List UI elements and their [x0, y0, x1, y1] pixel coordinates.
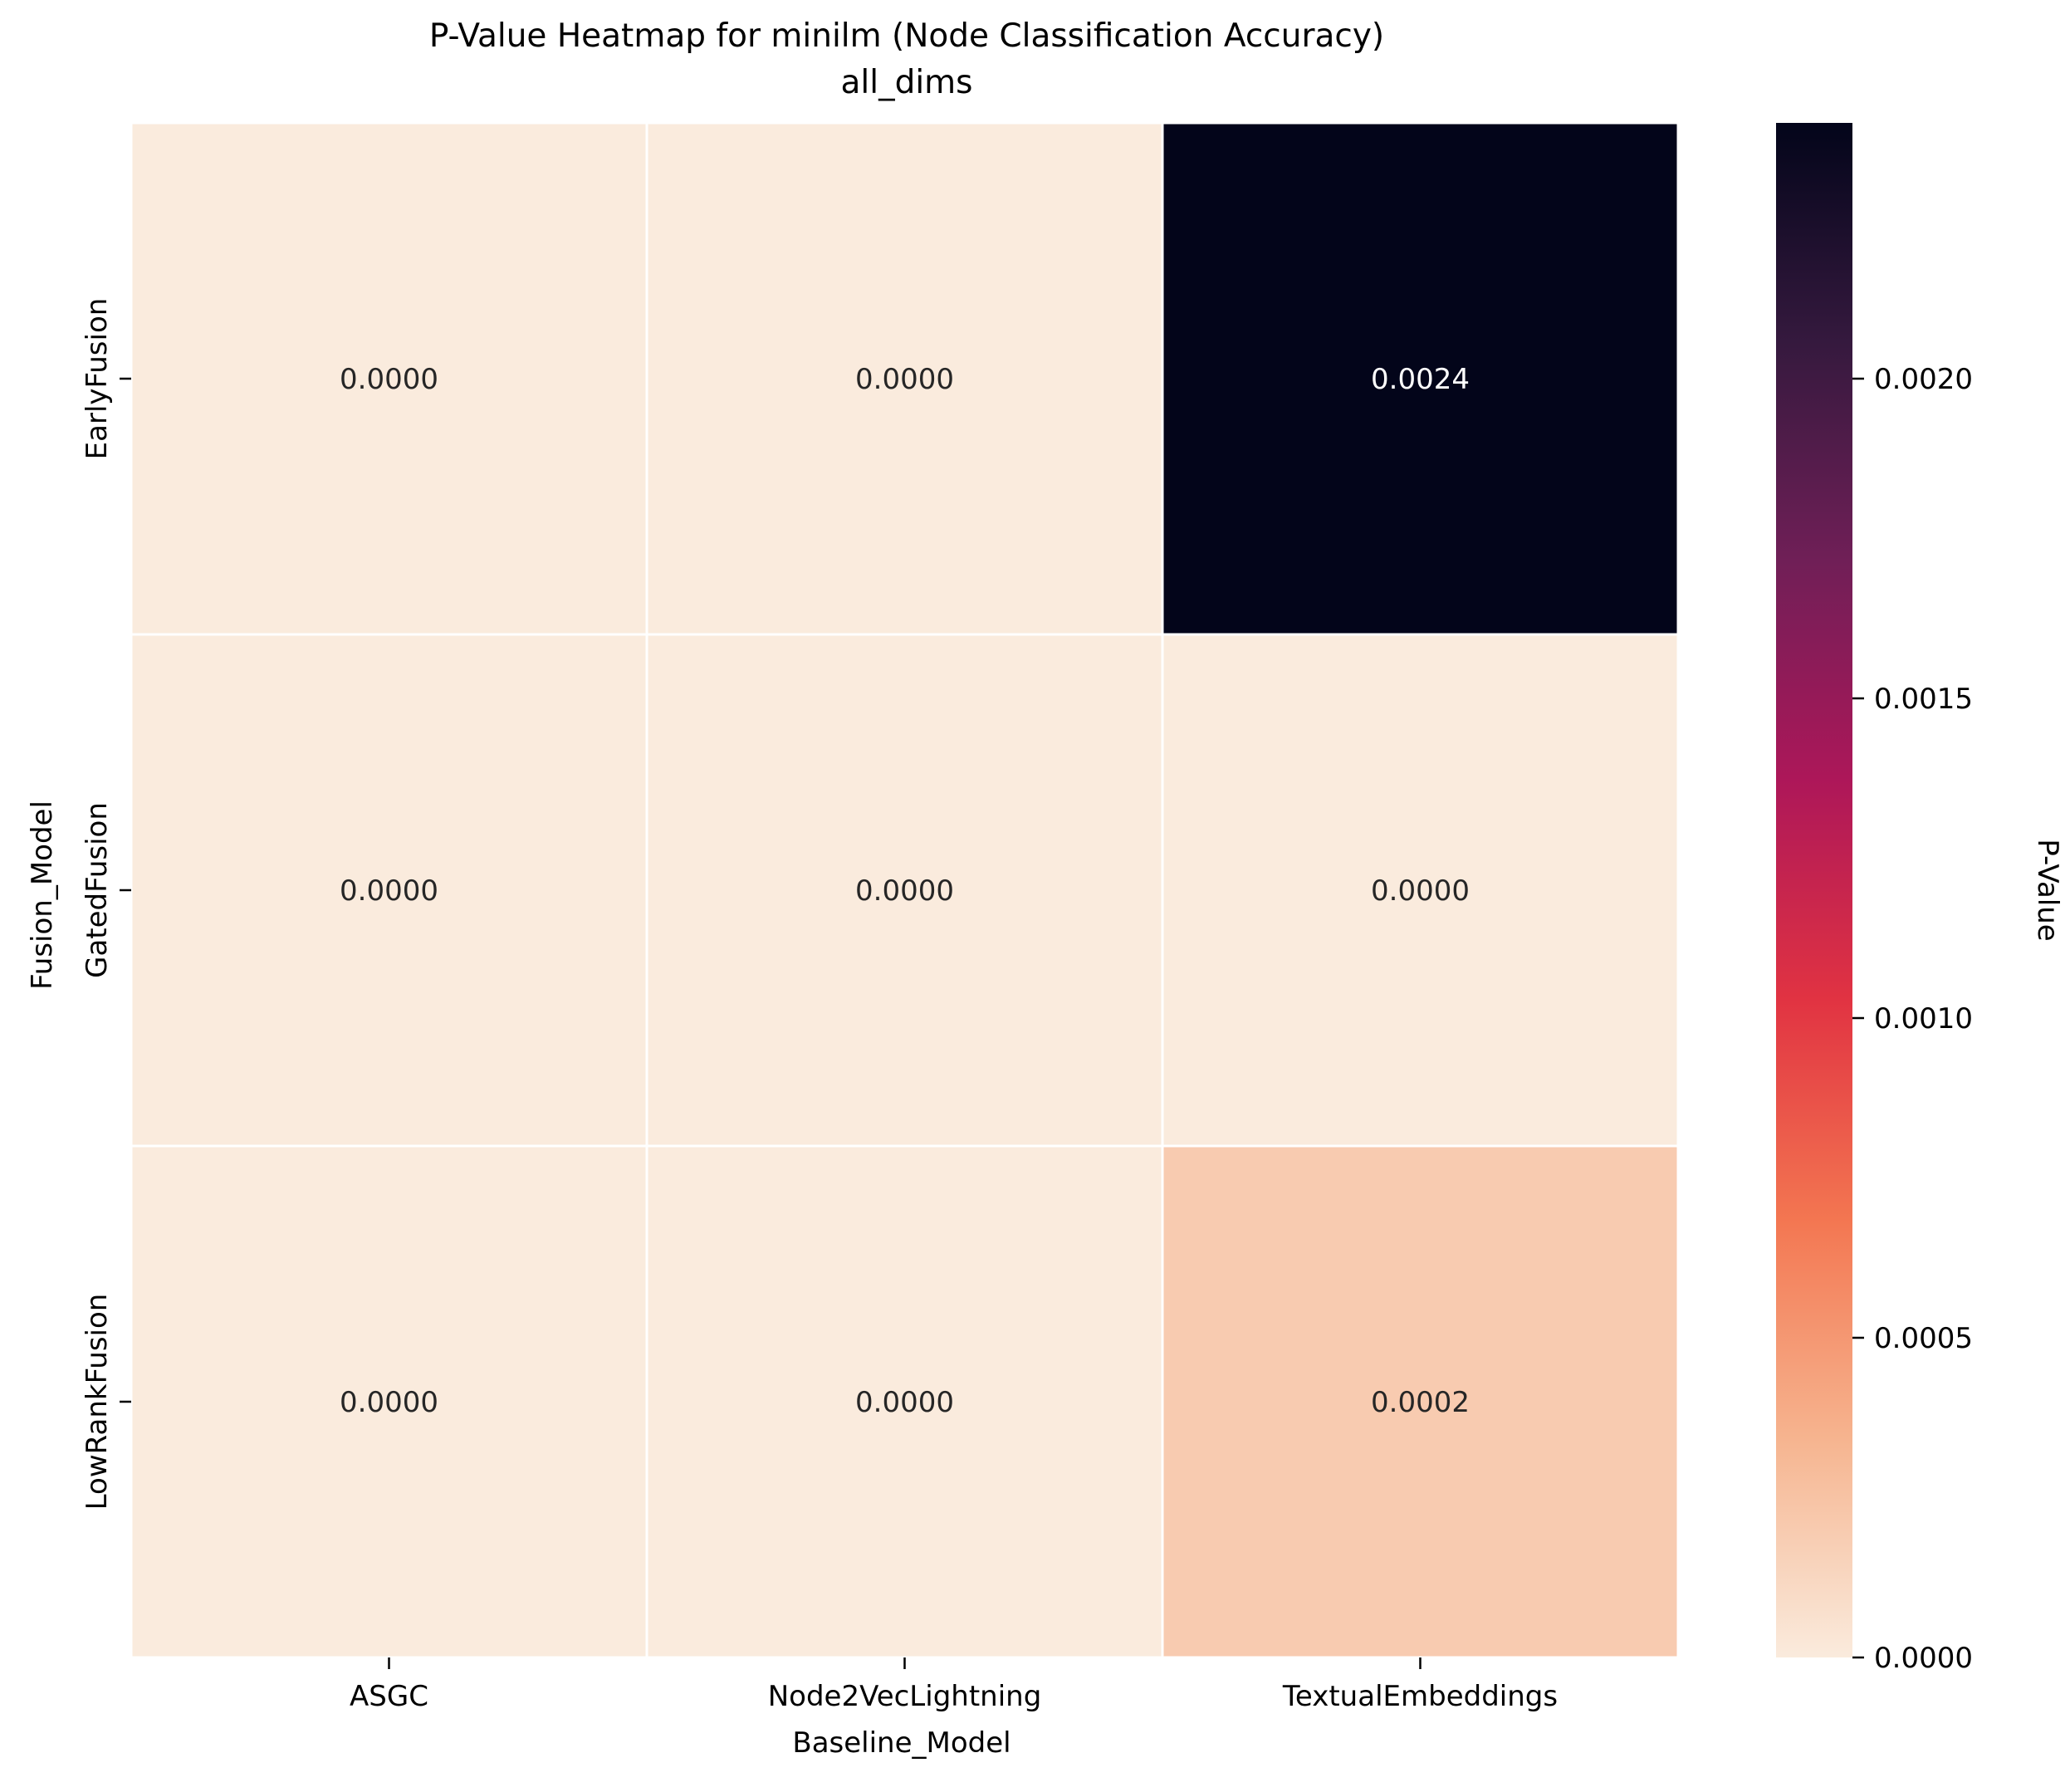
cell-value-label: 0.0024: [1371, 363, 1470, 396]
colorbar-tick-label: 0.0010: [1874, 1002, 1973, 1036]
chart-title: P-Value Heatmap for minilm (Node Classif…: [429, 17, 1384, 55]
cell-value-label: 0.0000: [855, 1386, 954, 1419]
x-tick-label: TextualEmbeddings: [1282, 1680, 1558, 1713]
cell-value-label: 0.0000: [340, 874, 438, 908]
y-tick-label: EarlyFusion: [81, 298, 114, 460]
x-tick-label: Node2VecLightning: [768, 1680, 1042, 1713]
cell-value-label: 0.0000: [340, 1386, 438, 1419]
cell-value-label: 0.0000: [855, 363, 954, 396]
y-tick-label: LowRankFusion: [81, 1294, 114, 1510]
colorbar-tick-label: 0.0000: [1874, 1642, 1973, 1675]
heatmap-cell: [1161, 121, 1680, 636]
heatmap-cell: [1161, 633, 1680, 1148]
heatmap-cell: [645, 633, 1164, 1148]
heatmap-cell: [130, 633, 648, 1148]
x-tick-label: ASGC: [350, 1680, 428, 1713]
colorbar-tick-label: 0.0015: [1874, 683, 1973, 716]
heatmap-cell: [645, 1144, 1164, 1659]
cell-value-label: 0.0000: [855, 874, 954, 908]
colorbar: 0.0000 0.0005 0.0010 0.0015 0.0020 P-Value: [1776, 123, 2064, 1675]
y-axis-ticks: EarlyFusion GatedFusion LowRankFusion: [81, 298, 131, 1510]
colorbar-gradient: [1776, 123, 1852, 1657]
heatmap-cell: [645, 121, 1164, 636]
cell-value-label: 0.0002: [1371, 1386, 1470, 1419]
y-axis-label: Fusion_Model: [26, 801, 59, 990]
x-axis-label: Baseline_Model: [792, 1726, 1010, 1760]
cell-value-label: 0.0000: [340, 363, 438, 396]
heatmap-cell-labels: 0.0000 0.0000 0.0024 0.0000 0.0000 0.0000 0.00…: [340, 363, 1470, 1419]
heatmap-cell: [130, 1144, 648, 1659]
heatmap-cells: [130, 121, 1680, 1659]
y-tick-label: GatedFusion: [81, 802, 114, 978]
colorbar-tick-label: 0.0020: [1874, 363, 1973, 396]
chart-subtitle: all_dims: [841, 64, 973, 101]
colorbar-label: P-Value: [2031, 839, 2064, 941]
cell-value-label: 0.0000: [1371, 874, 1470, 908]
colorbar-tick-label: 0.0005: [1874, 1322, 1973, 1355]
x-axis-ticks: ASGC Node2VecLightning TextualEmbeddings: [350, 1657, 1558, 1713]
colorbar-ticks: 0.0000 0.0005 0.0010 0.0015 0.0020: [1852, 363, 1973, 1675]
heatmap-cell: [130, 121, 648, 636]
